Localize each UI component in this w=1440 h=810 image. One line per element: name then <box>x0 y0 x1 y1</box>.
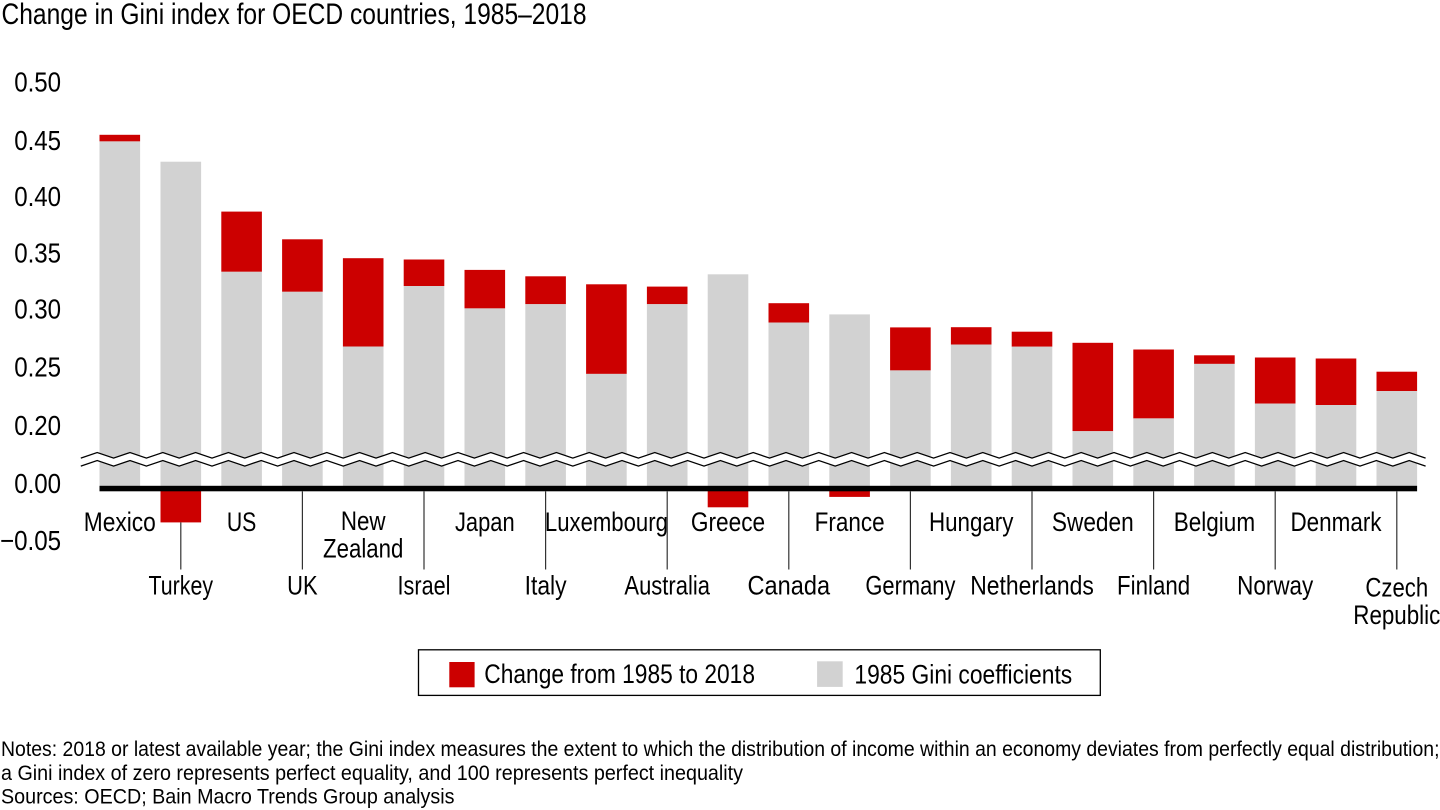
svg-text:Israel: Israel <box>398 570 451 600</box>
svg-text:0.00: 0.00 <box>14 468 61 499</box>
svg-text:Sources: OECD; Bain Macro Tren: Sources: OECD; Bain Macro Trends Group a… <box>1 784 455 808</box>
svg-text:0.45: 0.45 <box>14 125 61 156</box>
svg-text:Netherlands: Netherlands <box>970 570 1094 600</box>
svg-text:0.30: 0.30 <box>14 293 61 324</box>
svg-text:UK: UK <box>287 570 318 600</box>
svg-text:0.40: 0.40 <box>14 181 61 212</box>
svg-text:Australia: Australia <box>624 570 710 600</box>
svg-text:Luxembourg: Luxembourg <box>545 507 668 537</box>
svg-text:0.35: 0.35 <box>14 238 61 269</box>
svg-text:Notes: 2018 or latest availabl: Notes: 2018 or latest available year; th… <box>1 737 1440 761</box>
svg-text:Change in Gini index for OECD: Change in Gini index for OECD countries,… <box>2 0 587 31</box>
svg-text:1985 Gini coefficients: 1985 Gini coefficients <box>854 659 1072 689</box>
svg-text:Turkey: Turkey <box>149 570 214 600</box>
svg-text:a Gini index of zero represent: a Gini index of zero represents perfect … <box>1 761 743 785</box>
svg-text:−0.05: −0.05 <box>0 525 61 556</box>
svg-text:Change from 1985 to 2018: Change from 1985 to 2018 <box>484 659 755 689</box>
svg-text:Greece: Greece <box>691 507 765 537</box>
svg-text:Italy: Italy <box>525 570 568 600</box>
svg-text:Zealand: Zealand <box>323 534 403 564</box>
svg-text:Sweden: Sweden <box>1052 507 1134 537</box>
svg-text:New: New <box>341 506 386 536</box>
svg-text:Czech: Czech <box>1365 572 1428 602</box>
svg-text:Republic: Republic <box>1353 600 1440 630</box>
svg-text:Mexico: Mexico <box>84 507 156 537</box>
svg-text:0.20: 0.20 <box>14 410 61 441</box>
svg-text:Canada: Canada <box>748 570 831 600</box>
svg-text:Germany: Germany <box>865 570 956 600</box>
svg-text:Belgium: Belgium <box>1174 507 1255 537</box>
svg-text:0.25: 0.25 <box>14 351 61 382</box>
svg-text:Hungary: Hungary <box>929 507 1014 537</box>
svg-text:Denmark: Denmark <box>1290 507 1382 537</box>
svg-text:Finland: Finland <box>1117 570 1190 600</box>
svg-text:France: France <box>815 507 885 537</box>
svg-text:0.50: 0.50 <box>14 67 61 98</box>
svg-text:Norway: Norway <box>1237 570 1314 600</box>
svg-text:Japan: Japan <box>455 507 515 537</box>
svg-text:US: US <box>227 507 257 537</box>
